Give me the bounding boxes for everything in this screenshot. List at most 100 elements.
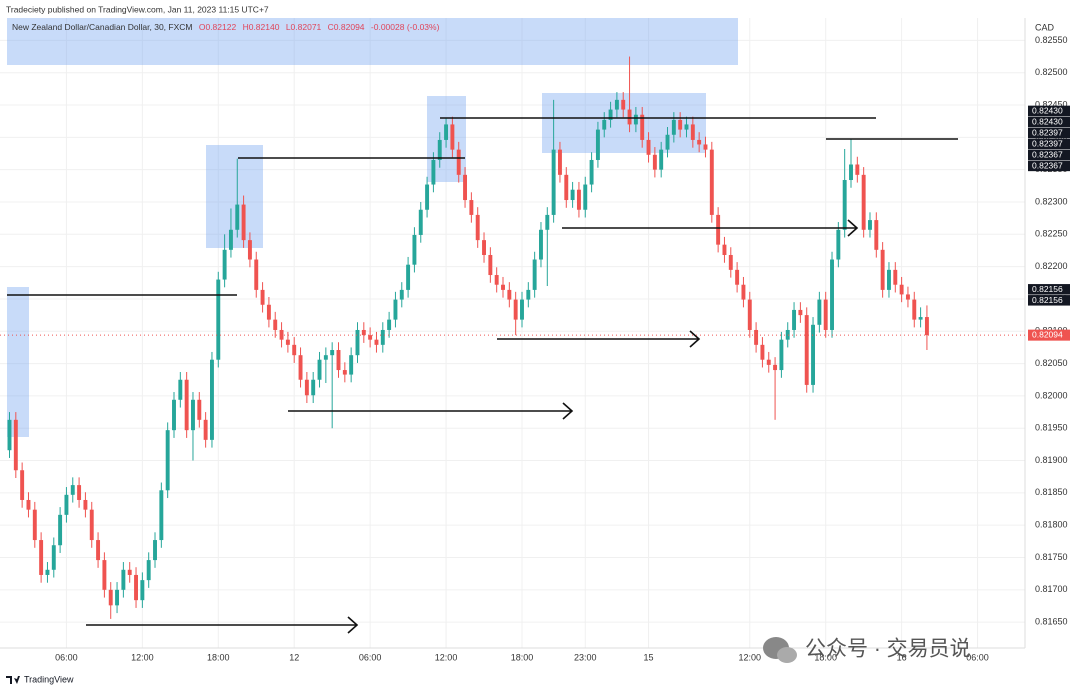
current-price-box [1028, 329, 1070, 341]
candle-body [444, 124, 449, 140]
candle-body [924, 317, 929, 336]
candles [7, 56, 929, 619]
legend-symbol: New Zealand Dollar/Canadian Dollar, 30, … [12, 22, 192, 32]
x-tick-label: 15 [644, 652, 654, 662]
legend-change: -0.00028 (-0.03%) [371, 22, 440, 32]
candle-body [184, 379, 189, 431]
candle-body [228, 229, 233, 250]
candle-body [716, 214, 721, 245]
candle-body [576, 189, 581, 210]
legend-high: H0.82140 [243, 22, 280, 32]
candle-body [747, 299, 752, 330]
candle-body [659, 149, 664, 170]
candle-body [665, 134, 670, 150]
price-marker-label: 0.82367 [1032, 149, 1063, 159]
candle-body [868, 220, 872, 230]
candle-body [779, 339, 784, 371]
price-marker-label: 0.82430 [1032, 116, 1063, 126]
candle-body [899, 284, 904, 295]
candle-body [349, 355, 354, 375]
candle-body [614, 99, 619, 110]
candle-body [855, 164, 860, 175]
y-tick-label: 0.82300 [1035, 196, 1068, 206]
candle-body [279, 329, 284, 340]
candle-body [393, 299, 398, 320]
candle-body [887, 269, 891, 290]
current-price-label: 0.82094 [1032, 329, 1063, 339]
y-tick-label: 0.82200 [1035, 261, 1068, 271]
highlight-box [7, 18, 738, 65]
price-marker-box [1028, 116, 1070, 128]
candle-body [690, 124, 695, 140]
candle-body [475, 214, 480, 241]
candle-body [342, 370, 347, 375]
candle-body [608, 109, 613, 120]
candle-body [640, 114, 645, 140]
candle-body [671, 119, 676, 135]
highlight-box [7, 287, 29, 437]
candle-body [861, 174, 866, 230]
x-tick-label: 06:00 [966, 652, 989, 662]
candle-body [260, 289, 265, 305]
price-marker-box [1028, 127, 1070, 139]
candle-body [836, 229, 841, 260]
highlight-boxes [7, 18, 738, 437]
price-marker-label: 0.82156 [1032, 295, 1063, 305]
candle-body [89, 509, 94, 541]
candle-body [191, 399, 195, 431]
candle-body [463, 174, 468, 201]
candle-body [77, 485, 82, 500]
x-tick-label: 23:00 [574, 652, 597, 662]
candle-body [134, 574, 138, 601]
arrow [86, 616, 359, 634]
candle-body [494, 275, 499, 285]
price-marker-label: 0.82397 [1032, 138, 1063, 148]
x-tick-label: 12:00 [435, 652, 458, 662]
price-marker-label: 0.82156 [1032, 284, 1063, 294]
price-marker-box [1028, 138, 1070, 150]
candle-body [551, 149, 556, 215]
candle-body [539, 229, 543, 260]
candle-body [298, 355, 303, 380]
candle-body [722, 244, 727, 255]
candle-body [374, 339, 379, 345]
candle-body [697, 139, 702, 145]
candle-body [627, 109, 632, 125]
candle-body [849, 164, 853, 181]
candle-body [633, 114, 638, 125]
candle-body [203, 419, 208, 440]
watermark: 公众号 · 交易员说 [763, 637, 971, 663]
x-tick-label: 12 [289, 652, 299, 662]
candle-body [735, 269, 740, 285]
drawings [7, 117, 958, 634]
candle-body [102, 560, 107, 590]
candle-body [785, 329, 790, 340]
y-tick-label: 0.81650 [1035, 617, 1068, 627]
candle-body [564, 174, 569, 201]
x-tick-label: 12:00 [739, 652, 762, 662]
candle-body [418, 209, 423, 235]
axes: 0.825500.825000.824500.824000.823500.823… [0, 35, 1070, 662]
candle-body [589, 159, 594, 185]
candle-body [621, 99, 626, 110]
candle-body [273, 319, 278, 330]
candle-body [684, 124, 689, 130]
candle-body [178, 379, 183, 400]
price-marker-box [1028, 160, 1070, 172]
candle-body [412, 234, 417, 265]
candle-body [96, 540, 101, 561]
candle-body [247, 240, 252, 260]
candle-body [728, 254, 733, 270]
candle-body [159, 490, 164, 541]
candle-body [51, 545, 56, 570]
candle-body [798, 309, 803, 316]
candle-body [127, 569, 132, 575]
candle-body [570, 189, 575, 201]
price-marker-label: 0.82367 [1032, 160, 1063, 170]
candle-body [197, 399, 202, 420]
candle-body [532, 259, 537, 290]
candle-body [431, 159, 436, 185]
candle-body [254, 259, 259, 290]
candle-body [311, 379, 316, 396]
